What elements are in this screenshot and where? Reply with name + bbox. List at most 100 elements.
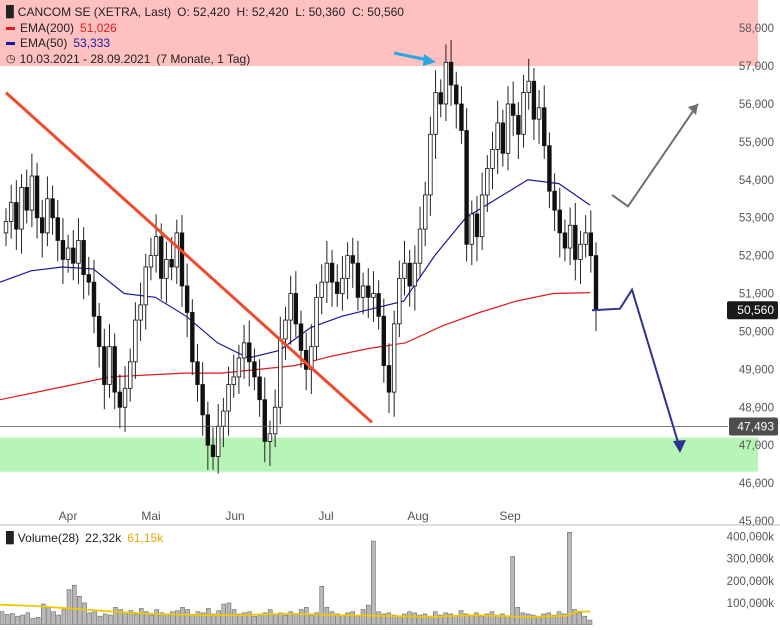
candle-body — [190, 312, 195, 363]
volume-bar — [51, 611, 56, 626]
candle — [500, 109, 506, 167]
candle-body — [14, 202, 19, 230]
volume-bar — [4, 614, 10, 626]
candle — [360, 272, 366, 315]
candle-body — [65, 247, 71, 260]
volume-bar — [309, 614, 314, 626]
candle — [241, 325, 247, 379]
candle-body — [96, 315, 102, 348]
volume-bar — [350, 611, 355, 626]
candle — [531, 67, 537, 140]
candle-body — [438, 92, 443, 105]
candle-body — [314, 296, 319, 348]
volume-tick-label: 100,000k — [727, 598, 775, 610]
candle — [231, 354, 236, 398]
volume-bar — [35, 617, 41, 626]
candle-body — [423, 194, 428, 230]
y-tick-label: 51,000 — [739, 289, 774, 301]
legend-title-row: █ CANCOM SE (XETRA, Last) O: 52,420 H: 5… — [6, 5, 404, 21]
candle-body — [8, 202, 14, 222]
volume-bar — [133, 613, 139, 626]
volume-bar — [25, 612, 31, 626]
candle-body — [464, 130, 469, 245]
candle-body — [510, 103, 516, 116]
volume-bar — [567, 531, 572, 626]
volume-bar — [556, 611, 562, 626]
candle — [340, 256, 345, 311]
candle — [407, 249, 412, 307]
candle-body — [495, 122, 500, 150]
x-tick-label: Sep — [499, 509, 521, 523]
volume-bar — [525, 613, 531, 626]
volume-bar — [355, 615, 361, 626]
y-tick-label: 58,000 — [739, 23, 774, 35]
candle-body — [267, 433, 273, 442]
volume-bar — [15, 615, 20, 626]
candle-body — [298, 323, 304, 351]
date-range: 10.03.2021 - 28.09.2021 — [19, 51, 151, 66]
candle — [257, 359, 262, 417]
candle-body — [329, 262, 335, 283]
legend-ema200: EMA(200) 51,026 — [6, 21, 404, 37]
candle-body — [102, 346, 107, 385]
candle — [485, 155, 490, 213]
volume-bar — [10, 613, 15, 626]
candle — [117, 374, 123, 429]
volume-bar — [82, 602, 87, 626]
candle-body — [516, 114, 521, 135]
candle — [309, 324, 314, 394]
candle — [29, 153, 35, 228]
candle-body — [138, 304, 143, 321]
last-price-label: 50,560 — [737, 303, 774, 317]
ema200-value: 51,026 — [80, 20, 117, 35]
candle-body — [143, 266, 148, 306]
candle-body — [117, 391, 123, 408]
candle — [226, 366, 231, 436]
candle — [133, 302, 138, 379]
candle-body — [505, 103, 511, 154]
candle — [573, 202, 578, 281]
volume-bar — [190, 614, 196, 626]
candle — [65, 234, 71, 273]
candle — [578, 230, 583, 285]
candle — [319, 264, 324, 315]
candle-body — [324, 262, 330, 283]
volume-bar — [195, 611, 201, 626]
volume-bar — [396, 615, 402, 626]
volume-bar — [247, 611, 252, 626]
volume-bar — [340, 614, 345, 626]
volume-bar — [386, 612, 392, 626]
y-tick-label: 48,000 — [739, 402, 774, 414]
ohlc-values: O: 52,420 H: 52,420 L: 50,360 C: 50,560 — [177, 5, 404, 19]
y-tick-label: 53,000 — [739, 213, 774, 225]
candle-body — [195, 361, 200, 385]
candle — [355, 240, 361, 311]
candle — [107, 324, 112, 398]
candle-body — [257, 376, 262, 401]
volume-axis: 100,000k 200,000k 300,000k 400,000k — [727, 532, 775, 610]
volume-bar — [108, 614, 113, 626]
candle — [283, 306, 288, 360]
volume-bar — [458, 610, 464, 626]
candle-body — [153, 236, 159, 257]
ema50-value: 53,333 — [73, 36, 111, 50]
candle — [588, 210, 594, 273]
candle — [262, 377, 267, 463]
candle — [45, 176, 50, 247]
volume-bar — [113, 607, 118, 626]
candle-body — [474, 213, 480, 238]
x-tick-label: Aug — [407, 509, 428, 523]
candle — [521, 74, 526, 148]
candle — [91, 259, 97, 334]
candle — [412, 245, 418, 311]
candle — [495, 100, 500, 175]
volume-bar — [329, 611, 335, 626]
volume-bar — [469, 614, 474, 626]
volume-bar — [489, 611, 495, 626]
volume-bar — [360, 609, 366, 626]
candle-body — [386, 365, 392, 393]
candle-body — [241, 342, 247, 359]
candle — [148, 237, 154, 281]
projection-down-arrowhead — [673, 439, 686, 453]
ema200-swatch — [6, 26, 15, 30]
